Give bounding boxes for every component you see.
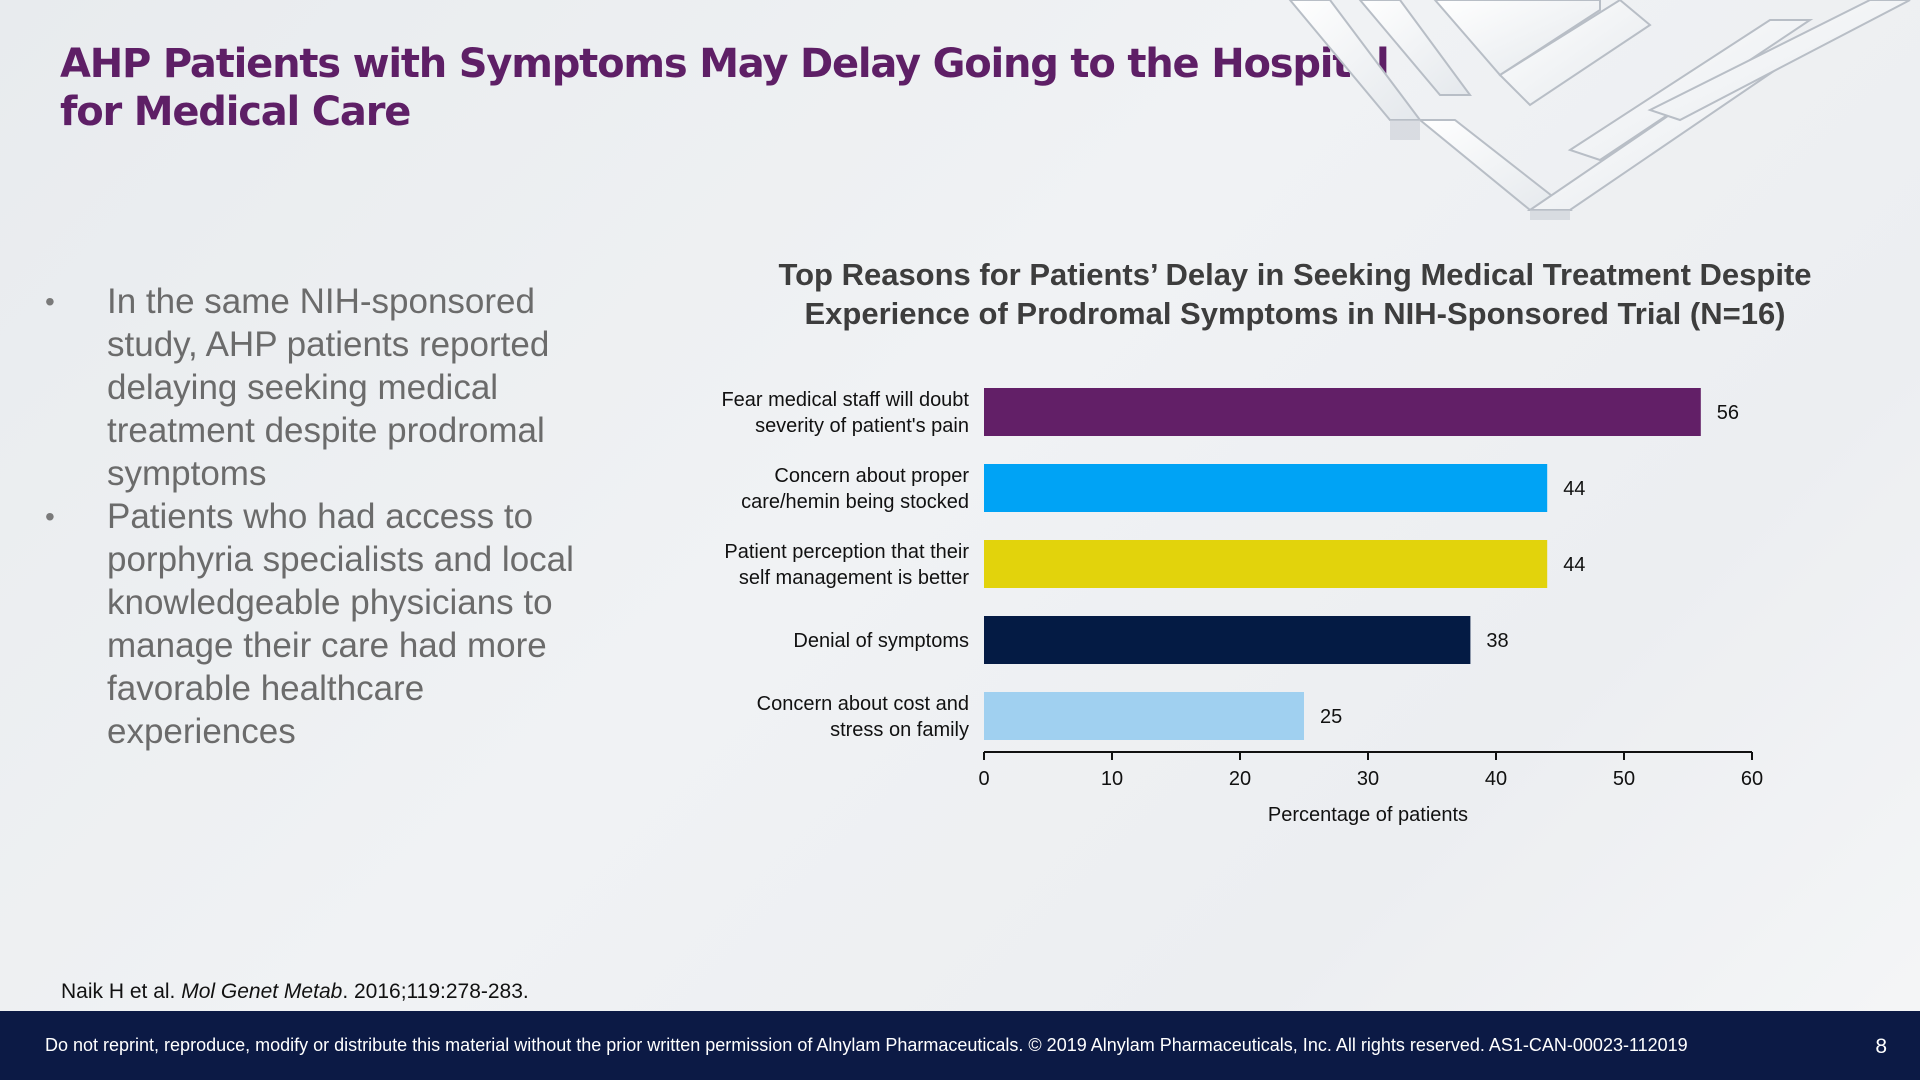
x-axis-label: Percentage of patients [1268, 804, 1468, 826]
bullet-text: In the same NIH-sponsored study, AHP pat… [107, 282, 550, 493]
category-label: self management is better [739, 567, 969, 589]
page-number: 8 [1875, 1035, 1887, 1058]
footer-bar: Do not reprint, reproduce, modify or dis… [0, 1011, 1920, 1080]
data-label: 44 [1563, 478, 1585, 500]
x-tick-label: 20 [1229, 768, 1251, 790]
x-tick-label: 0 [978, 768, 989, 790]
data-label: 25 [1320, 706, 1342, 728]
category-label: Fear medical staff will doubt [721, 389, 969, 411]
bar-chart: 56 Fear medical staff will doubt severity … [721, 388, 1763, 826]
bullet-marker: • [45, 501, 55, 532]
chart-title: Top Reasons for Patients’ Delay in Seeki… [778, 257, 1812, 331]
category-label: Patient perception that their [724, 541, 969, 563]
bullet-list: • In the same NIH-sponsored study, AHP p… [45, 280, 605, 753]
category-label: stress on family [830, 719, 969, 741]
bar [984, 616, 1471, 664]
category-label: Concern about cost and [757, 693, 969, 715]
category-label: Denial of symptoms [793, 630, 969, 652]
bullet-item: • In the same NIH-sponsored study, AHP p… [45, 280, 605, 495]
reference-journal: Mol Genet Metab [181, 980, 343, 1003]
x-tick-label: 60 [1741, 768, 1763, 790]
reference-citation: Naik H et al. Mol Genet Metab. 2016;119:… [61, 980, 529, 1004]
bullet-marker: • [45, 286, 55, 317]
bar [984, 464, 1548, 512]
bullet-text: Patients who had access to porphyria spe… [107, 497, 574, 751]
maze-decoration-image [1288, 0, 1911, 220]
category-label: Concern about proper [774, 465, 969, 487]
data-label: 44 [1563, 554, 1585, 576]
reference-authors: Naik H et al. [61, 980, 182, 1003]
bar [984, 540, 1548, 588]
bar [984, 692, 1304, 740]
category-label: care/hemin being stocked [741, 491, 969, 513]
x-tick-label: 30 [1357, 768, 1379, 790]
bar [984, 388, 1701, 436]
x-tick-label: 10 [1101, 768, 1123, 790]
data-label: 38 [1486, 630, 1508, 652]
x-tick-label: 50 [1613, 768, 1635, 790]
slide-title: AHP Patients with Symptoms May Delay Goi… [60, 41, 1390, 135]
copyright-notice: Do not reprint, reproduce, modify or dis… [45, 1035, 1688, 1055]
reference-details: . 2016;119:278-283. [342, 980, 529, 1003]
category-label: severity of patient's pain [755, 415, 969, 437]
data-label: 56 [1717, 402, 1739, 424]
x-tick-label: 40 [1485, 768, 1507, 790]
bullet-item: • Patients who had access to porphyria s… [45, 495, 605, 753]
